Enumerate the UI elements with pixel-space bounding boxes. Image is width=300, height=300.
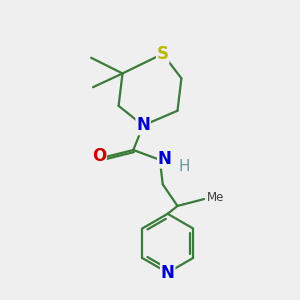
Text: H: H <box>178 159 190 174</box>
Text: N: N <box>158 150 172 168</box>
Text: N: N <box>161 264 175 282</box>
Text: O: O <box>92 147 106 165</box>
Text: Me: Me <box>207 190 224 204</box>
Text: N: N <box>136 116 150 134</box>
Text: S: S <box>157 45 169 63</box>
